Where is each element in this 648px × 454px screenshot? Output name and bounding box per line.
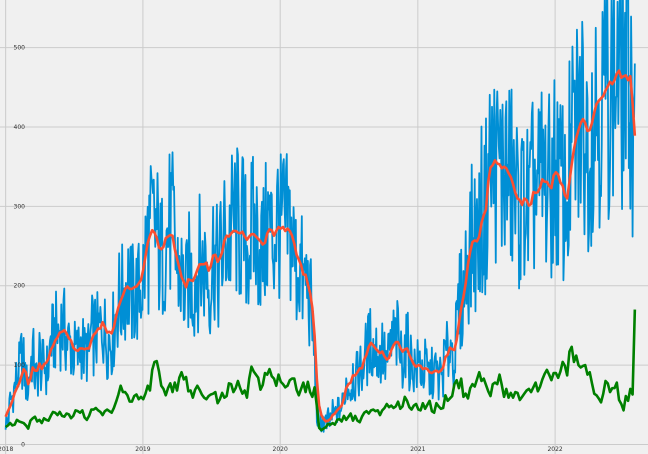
y-tick-label: 200 xyxy=(14,283,26,290)
x-tick-label: 2018 xyxy=(0,446,13,453)
series-layer xyxy=(4,0,637,433)
series-line-2 xyxy=(4,69,637,423)
tick-labels: 2018 2019 2020 2021 2022 0 100 200 300 400 500 xyxy=(0,45,563,453)
series-line-3 xyxy=(4,309,637,432)
x-tick-label: 2021 xyxy=(410,446,425,453)
y-tick-label: 500 xyxy=(14,45,26,52)
x-tick-label: 2022 xyxy=(547,446,562,453)
y-tick-label: 100 xyxy=(14,362,26,369)
y-tick-label: 400 xyxy=(14,124,26,131)
x-tick-label: 2019 xyxy=(135,446,150,453)
y-tick-label: 0 xyxy=(21,441,25,448)
y-tick-label: 300 xyxy=(14,203,26,210)
x-tick-label: 2020 xyxy=(273,446,288,453)
